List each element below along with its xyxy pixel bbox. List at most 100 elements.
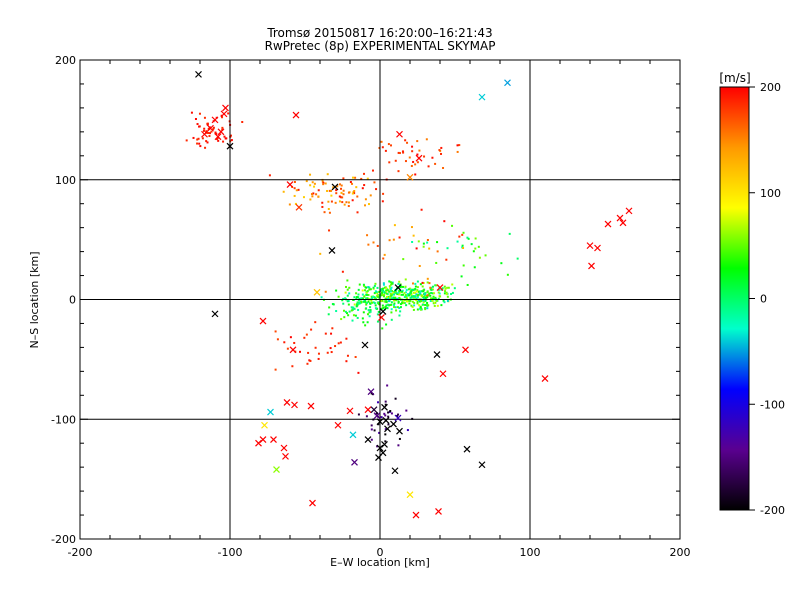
scatter-dot <box>381 291 384 294</box>
marker-stroke <box>415 154 423 162</box>
scatter-dot <box>227 112 230 115</box>
scatter-dot <box>417 290 420 293</box>
scatter-dot <box>375 291 378 294</box>
scatter-dot <box>363 172 366 175</box>
scatter-dot <box>401 301 404 304</box>
scatter-dot <box>418 149 421 152</box>
scatter-dot <box>424 295 427 298</box>
scatter-dot <box>355 186 358 189</box>
scatter-dot <box>341 196 344 199</box>
scatter-dot <box>365 307 368 310</box>
scatter-dot <box>423 155 426 158</box>
grid-lines <box>80 60 680 539</box>
scatter-dot <box>410 290 413 293</box>
scatter-dot <box>358 302 361 305</box>
scatter-dot <box>369 309 372 312</box>
scatter-dot <box>376 244 379 247</box>
scatter-dot <box>369 306 372 309</box>
scatter-dot <box>401 289 404 292</box>
scatter-dot <box>326 351 329 354</box>
marker-stroke <box>462 346 469 354</box>
scatter-dot <box>215 132 218 135</box>
scatter-dot <box>327 313 330 316</box>
scatter-marker-x <box>394 414 402 422</box>
scatter-dot <box>421 303 424 306</box>
colorbar-tick-label: 0 <box>760 293 767 306</box>
marker-stroke <box>211 310 219 318</box>
scatter-dot <box>443 301 446 304</box>
scatter-dot <box>348 292 351 295</box>
scatter-dot <box>438 292 441 295</box>
scatter-dot <box>344 310 347 313</box>
scatter-dot <box>446 295 449 298</box>
scatter-dot <box>442 299 445 302</box>
scatter-dot <box>377 294 380 297</box>
scatter-dot <box>381 327 384 330</box>
scatter-marker-x <box>586 242 594 250</box>
colorbar-tick-label: -100 <box>760 398 785 411</box>
scatter-dot <box>405 289 408 292</box>
marker-stroke <box>384 425 391 433</box>
marker-stroke <box>286 181 294 188</box>
scatter-dot <box>212 128 215 131</box>
scatter-dot <box>347 191 350 194</box>
marker-stroke <box>619 219 627 227</box>
scatter-dot <box>342 309 345 312</box>
scatter-dot <box>372 287 375 290</box>
scatter-dot <box>358 297 361 300</box>
scatter-dot <box>385 292 388 295</box>
marker-stroke <box>378 314 385 321</box>
scatter-dot <box>328 306 331 309</box>
scatter-marker-x <box>270 436 277 444</box>
scatter-dot <box>394 297 397 300</box>
scatter-marker-x <box>391 467 399 475</box>
scatter-dot <box>399 289 402 292</box>
x-tick-label: -200 <box>68 546 93 559</box>
scatter-dot <box>417 240 420 243</box>
scatter-dot <box>451 224 454 227</box>
scatter-dot <box>411 240 414 243</box>
scatter-dot <box>372 295 375 298</box>
scatter-dot <box>466 283 469 286</box>
scatter-dot <box>373 181 376 184</box>
marker-stroke <box>396 427 403 435</box>
marker-stroke <box>541 375 549 382</box>
scatter-dot <box>274 368 277 371</box>
scatter-dot <box>419 306 422 309</box>
scatter-dot <box>357 371 360 374</box>
scatter-dot <box>351 176 354 179</box>
scatter-dot <box>405 304 408 307</box>
scatter-dot <box>397 413 400 416</box>
scatter-dot <box>428 247 431 250</box>
scatter-dot <box>387 423 390 426</box>
scatter-dot <box>337 342 340 345</box>
scatter-dot <box>506 273 509 276</box>
scatter-dot <box>397 170 400 173</box>
scatter-dot <box>321 180 324 183</box>
scatter-dot <box>364 324 367 327</box>
scatter-dot <box>390 290 393 293</box>
scatter-dot <box>332 186 335 189</box>
scatter-dot <box>367 243 370 246</box>
scatter-dot <box>380 416 383 419</box>
scatter-dot <box>196 138 199 141</box>
scatter-dot <box>420 300 423 303</box>
y-tick-label: 0 <box>69 294 76 307</box>
scatter-dot <box>335 192 338 195</box>
marker-stroke <box>381 440 388 448</box>
y-tick-label: 200 <box>55 54 76 67</box>
scatter-dot <box>425 138 428 141</box>
scatter-dot <box>382 306 385 309</box>
scatter-dot <box>205 130 208 133</box>
scatter-marker-x <box>195 70 202 78</box>
scatter-dot <box>408 299 411 302</box>
scatter-dot <box>424 303 427 306</box>
scatter-dot <box>445 258 448 261</box>
scatter-dot <box>404 294 407 297</box>
scatter-dot <box>342 177 345 180</box>
scatter-dot <box>431 285 434 288</box>
scatter-marker-x <box>619 219 627 227</box>
scatter-dot <box>312 192 315 195</box>
y-tick-label: 100 <box>55 174 76 187</box>
scatter-marker-x <box>331 183 339 191</box>
